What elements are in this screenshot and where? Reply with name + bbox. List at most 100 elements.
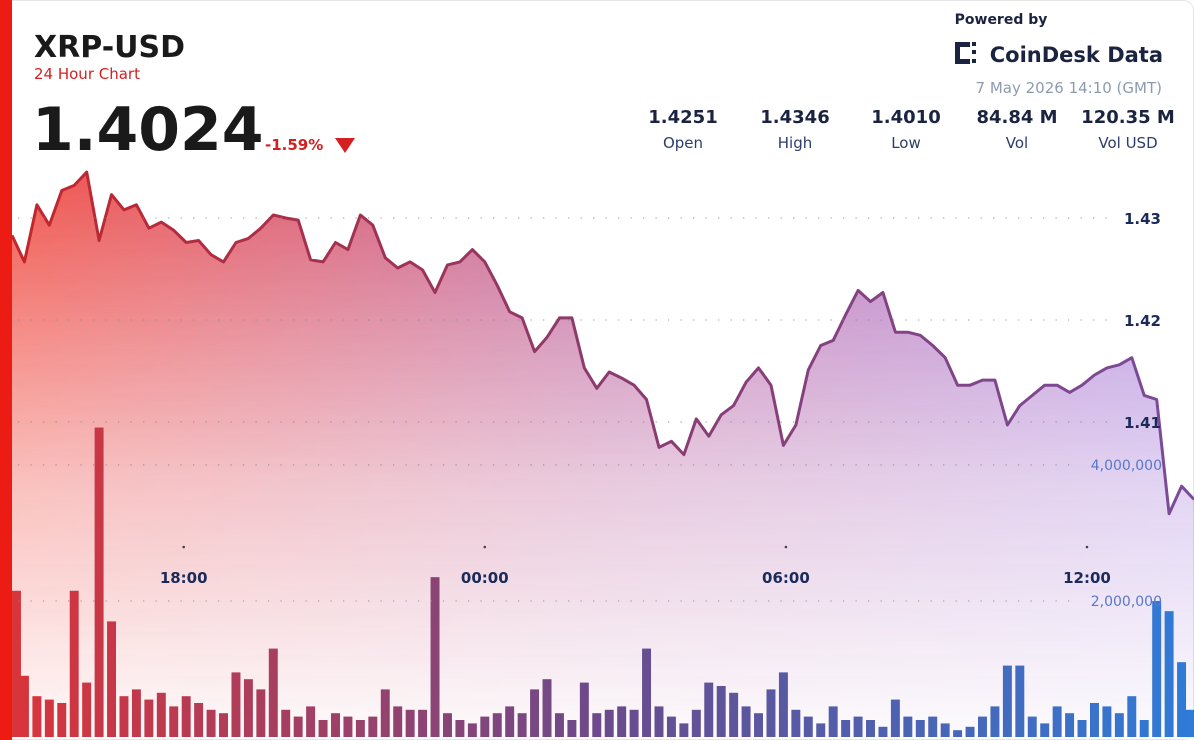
stat-label: Vol USD bbox=[1098, 134, 1157, 152]
stats: 1.4251 Open 1.4346 High 1.4010 Low 84.84 M Vol 1… bbox=[648, 107, 1175, 152]
volume-bar bbox=[1065, 713, 1075, 737]
volume-bar bbox=[281, 709, 291, 737]
volume-bar bbox=[592, 713, 602, 737]
stat-value: 1.4346 bbox=[760, 107, 829, 128]
volume-bar bbox=[691, 709, 701, 737]
y2-tick-label: 4,000,000 bbox=[1091, 458, 1162, 474]
x-tick-label: 00:00 bbox=[461, 569, 509, 587]
volume-bar bbox=[1052, 706, 1062, 737]
y2-tick-label: 2,000,000 bbox=[1091, 594, 1162, 610]
volume-bar bbox=[679, 723, 689, 737]
volume-bar bbox=[442, 713, 452, 737]
brand-logo bbox=[955, 42, 976, 64]
volume-bar bbox=[355, 719, 365, 737]
volume-bar bbox=[492, 713, 502, 737]
timestamp: 7 May 2026 14:10 (GMT) bbox=[976, 79, 1162, 97]
stat-value: 1.4251 bbox=[648, 107, 717, 128]
volume-bar bbox=[1177, 662, 1187, 737]
volume-bar bbox=[82, 682, 92, 737]
chart-title: XRP-USD bbox=[34, 30, 185, 65]
stat-value: 1.4010 bbox=[871, 107, 940, 128]
volume-bar bbox=[928, 716, 938, 737]
volume-bar bbox=[219, 713, 228, 737]
volume-bar bbox=[44, 699, 54, 737]
volume-bar bbox=[1002, 665, 1012, 737]
volume-bar bbox=[293, 716, 303, 737]
volume-bar bbox=[306, 706, 316, 737]
x-tick bbox=[182, 545, 186, 549]
volume-bar bbox=[903, 716, 913, 737]
volume-bar bbox=[915, 719, 925, 737]
volume-bar bbox=[69, 590, 79, 737]
volume-bar bbox=[766, 689, 776, 737]
y-tick-label: 1.42 bbox=[1124, 312, 1161, 330]
volume-bar bbox=[1139, 719, 1149, 737]
volume-bar bbox=[1077, 719, 1087, 737]
volume-bar bbox=[1127, 696, 1137, 737]
stat-value: 120.35 M bbox=[1081, 107, 1175, 128]
volume-bar bbox=[567, 719, 577, 737]
volume-bar bbox=[156, 692, 166, 737]
volume-bar bbox=[231, 672, 241, 737]
volume-bar bbox=[19, 675, 29, 737]
plot: 1.41 1.42 1.43 2,000,000 4,000,000 18:00 00:00… bbox=[10, 170, 1194, 738]
volume-bar bbox=[890, 699, 900, 737]
volume-bar bbox=[816, 723, 826, 737]
volume-bar bbox=[803, 716, 813, 737]
volume-bar bbox=[1015, 665, 1025, 737]
y-tick-label: 1.41 bbox=[1124, 414, 1161, 432]
volume-bar bbox=[206, 709, 216, 737]
stat-label: Open bbox=[663, 134, 703, 152]
volume-bar bbox=[181, 696, 191, 737]
volume-bar bbox=[554, 713, 564, 737]
volume-bar bbox=[778, 672, 788, 737]
volume-bar bbox=[940, 723, 950, 737]
x-tick bbox=[1085, 545, 1089, 549]
x-tick bbox=[483, 545, 487, 549]
volume-bar bbox=[32, 696, 42, 737]
volume-bar bbox=[57, 702, 67, 737]
volume-bar bbox=[480, 716, 490, 737]
x-tick bbox=[784, 545, 788, 549]
powered-by: Powered by bbox=[955, 12, 1048, 28]
volume-bar bbox=[741, 706, 751, 737]
volume-bar bbox=[542, 679, 552, 737]
volume-bar bbox=[94, 427, 104, 737]
price-area bbox=[12, 172, 1194, 738]
volume-bar bbox=[642, 648, 652, 737]
volume-bar bbox=[107, 621, 117, 737]
volume-bar bbox=[828, 706, 838, 737]
price-line bbox=[10, 170, 1194, 516]
volume-bar bbox=[666, 716, 676, 737]
volume-bar bbox=[878, 726, 888, 737]
volume-bar bbox=[978, 716, 987, 737]
volume-bar bbox=[629, 709, 639, 737]
stat-value: 84.84 M bbox=[976, 107, 1057, 128]
volume-bar bbox=[716, 685, 726, 737]
volume-bar bbox=[754, 713, 764, 737]
volume-bar bbox=[866, 719, 875, 737]
volume-bar bbox=[841, 719, 851, 737]
volume-bar bbox=[1040, 723, 1050, 737]
price: 1.4024 bbox=[32, 95, 264, 165]
volume-bar bbox=[119, 696, 129, 737]
volume-bar bbox=[729, 692, 739, 737]
brand: CoinDesk Data bbox=[990, 43, 1163, 67]
down-arrow bbox=[335, 138, 355, 153]
volume-bar bbox=[455, 719, 465, 737]
stat-label: Vol bbox=[1006, 134, 1028, 152]
volume-bar bbox=[243, 679, 253, 737]
volume-bar bbox=[131, 689, 141, 737]
volume-bar bbox=[1185, 709, 1194, 737]
volume-bar bbox=[604, 709, 614, 737]
volume-bar bbox=[169, 706, 179, 737]
volume-bar bbox=[579, 682, 589, 737]
volume-bar bbox=[467, 723, 477, 737]
volume-bar bbox=[268, 648, 278, 737]
x-tick-label: 12:00 bbox=[1063, 569, 1111, 587]
volume-bar bbox=[990, 706, 1000, 737]
stat-label: High bbox=[778, 134, 812, 152]
volume-bar bbox=[418, 709, 428, 737]
accent-bar bbox=[0, 0, 12, 740]
